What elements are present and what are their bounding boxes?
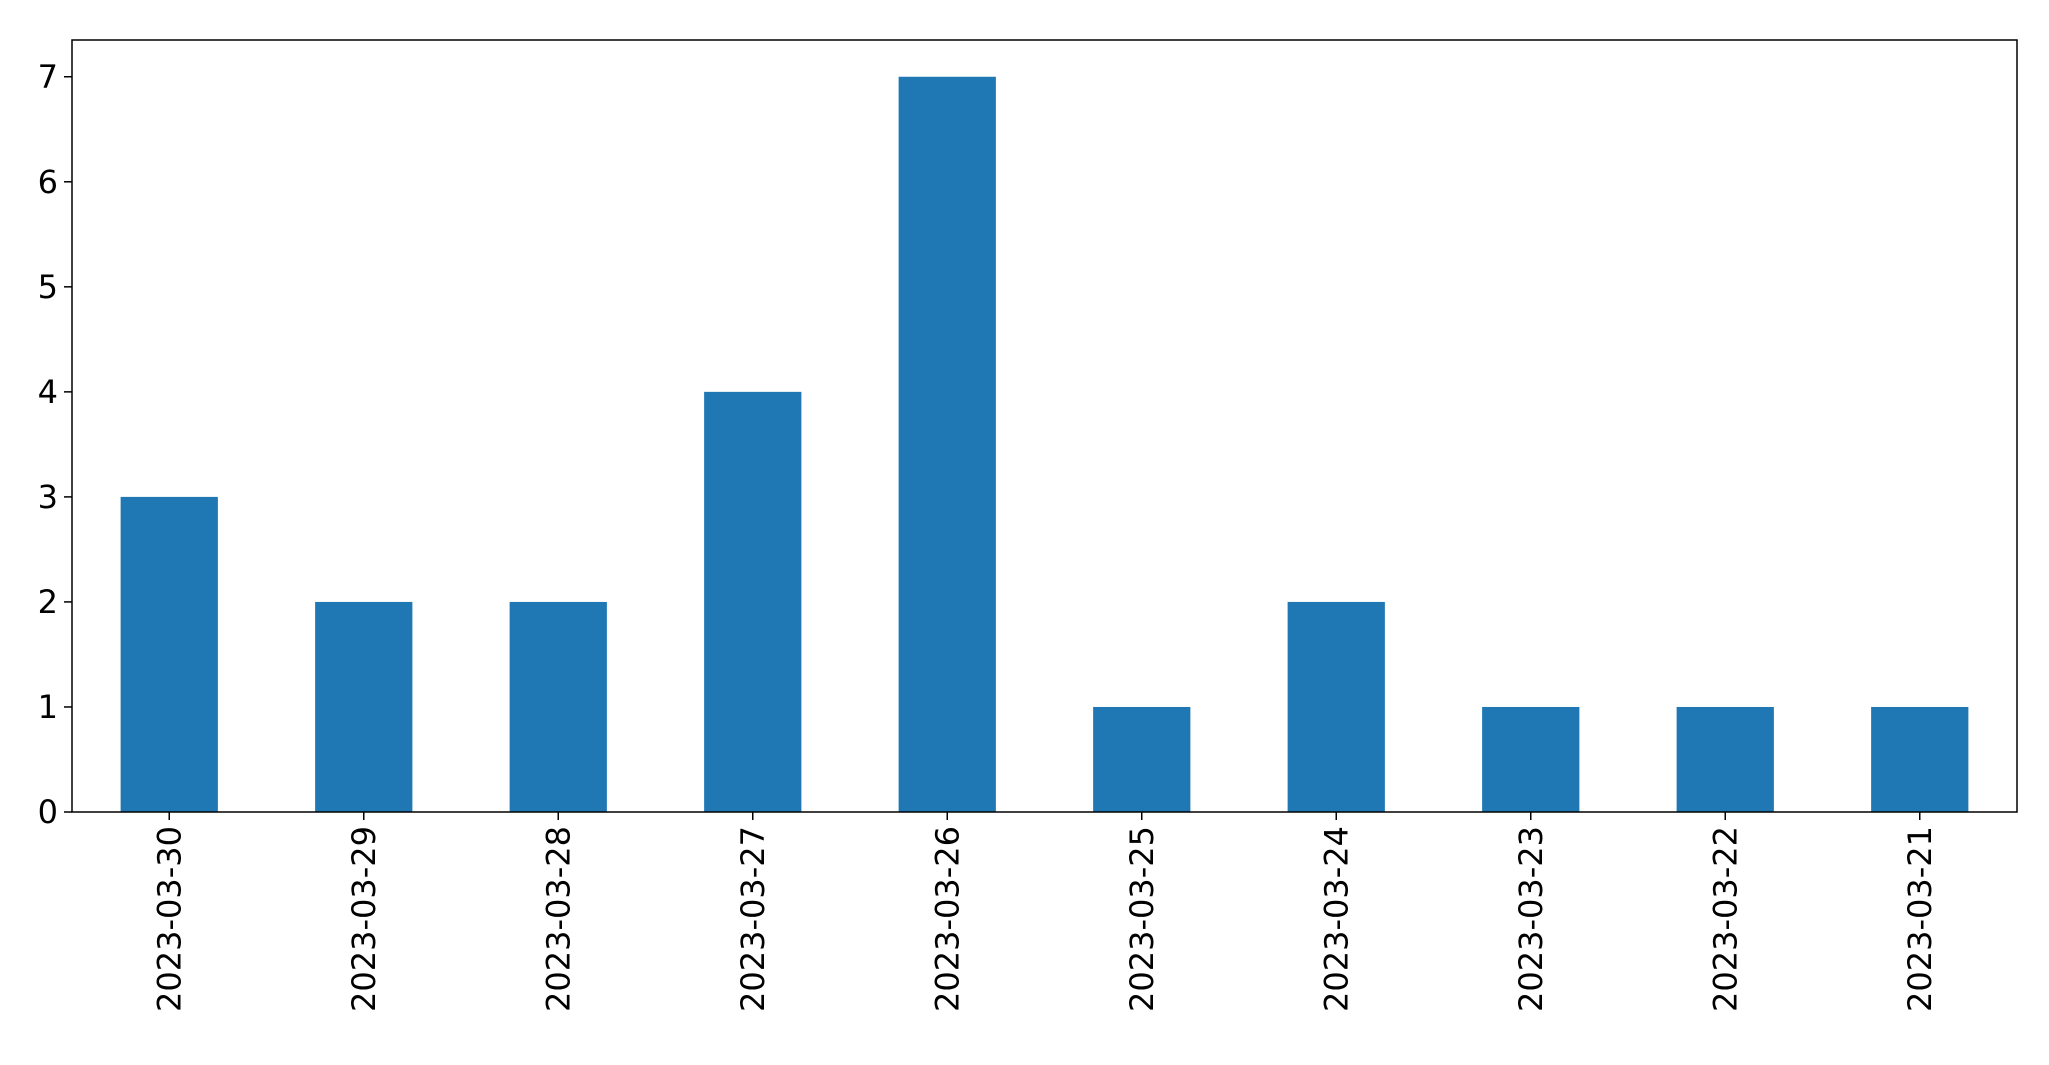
x-tick-label: 2023-03-26 <box>928 826 966 1012</box>
bar-2023-03-21 <box>1871 706 1969 812</box>
x-axis: 2023-03-30 2023-03-29 2023-03-28 2023-03-27… <box>150 812 1939 1012</box>
y-tick-label: 7 <box>38 58 58 96</box>
bar-2023-03-27 <box>704 391 802 812</box>
x-tick-label: 2023-03-25 <box>1123 826 1161 1012</box>
bar-2023-03-30 <box>120 496 218 812</box>
y-tick-label: 1 <box>38 688 58 726</box>
y-tick-label: 2 <box>38 583 58 621</box>
bar-2023-03-25 <box>1093 706 1191 812</box>
x-tick-label: 2023-03-21 <box>1901 826 1939 1012</box>
plot-frame <box>71 39 2018 813</box>
x-tick-label: 2023-03-23 <box>1512 826 1550 1012</box>
bars-layer <box>120 76 1969 812</box>
bar-2023-03-22 <box>1676 706 1774 812</box>
bar-2023-03-24 <box>1287 601 1385 812</box>
y-tick-label: 6 <box>38 163 58 201</box>
x-tick-label: 2023-03-30 <box>150 826 188 1012</box>
x-tick-label: 2023-03-28 <box>539 826 577 1012</box>
bar-2023-03-28 <box>509 601 607 812</box>
bar-2023-03-23 <box>1482 706 1580 812</box>
x-tick-label: 2023-03-29 <box>345 826 383 1012</box>
y-axis: 0 1 2 3 4 5 6 7 <box>38 58 72 831</box>
x-tick-label: 2023-03-27 <box>734 826 772 1012</box>
x-tick-label: 2023-03-22 <box>1706 826 1744 1012</box>
bar-2023-03-29 <box>315 601 413 812</box>
y-tick-label: 5 <box>38 268 58 306</box>
y-tick-label: 0 <box>38 793 58 831</box>
bar-2023-03-26 <box>898 76 996 812</box>
y-tick-label: 4 <box>38 373 58 411</box>
y-tick-label: 3 <box>38 478 58 516</box>
x-tick-label: 2023-03-24 <box>1317 826 1355 1012</box>
